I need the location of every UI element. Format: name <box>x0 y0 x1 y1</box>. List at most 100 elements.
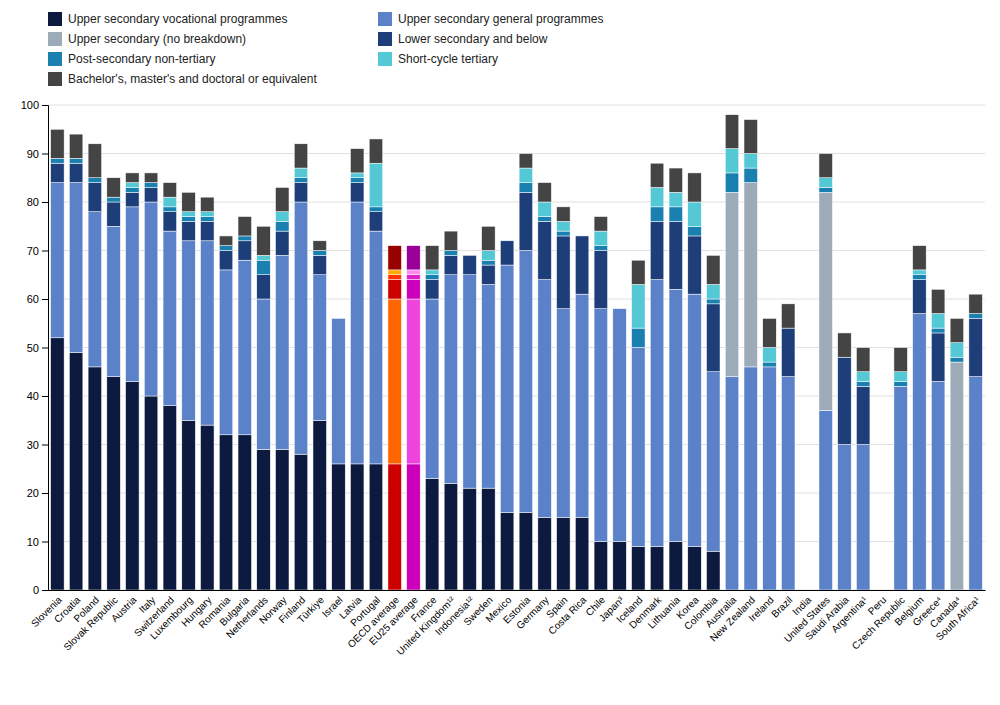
bar-segment <box>276 231 289 255</box>
x-tick: Slovak Republic <box>61 594 119 652</box>
bar-segment <box>276 449 289 590</box>
bar-segment <box>482 226 495 250</box>
bar-segment <box>219 246 232 251</box>
bar-segment <box>388 275 401 280</box>
x-tick-label: Austria <box>109 594 139 624</box>
y-tick: 80 <box>27 196 48 208</box>
bar-segment <box>144 202 157 396</box>
bar-segment <box>669 221 682 289</box>
bar-segment <box>201 221 214 240</box>
bar-segment <box>763 367 776 590</box>
legend-swatch <box>48 32 62 46</box>
bar-segment <box>725 149 738 173</box>
bar-segment <box>163 212 176 231</box>
bar-segment <box>201 212 214 217</box>
bar-segment <box>257 260 270 275</box>
bar-segment <box>763 362 776 367</box>
y-tick-mark <box>42 202 48 203</box>
bar-segment <box>538 517 551 590</box>
bar-segment <box>725 192 738 376</box>
bar-segment <box>482 284 495 488</box>
bar-segment <box>688 294 701 546</box>
bar-segment <box>350 173 363 178</box>
bar-segment <box>931 381 944 590</box>
bar-segment <box>444 251 457 256</box>
bar-segment <box>350 183 363 202</box>
x-tick: South Africa¹ <box>934 594 983 643</box>
bar-segment <box>463 275 476 488</box>
bar-segment <box>669 207 682 222</box>
y-tick-label: 40 <box>27 390 39 402</box>
bar-segment <box>500 240 513 241</box>
bar-segment <box>126 381 139 590</box>
bar-segment <box>969 377 982 590</box>
legend-swatch <box>378 12 392 26</box>
bar-segment <box>613 308 626 309</box>
y-tick-mark <box>42 154 48 155</box>
bar-segment <box>725 377 738 590</box>
bar-segment <box>463 255 476 274</box>
bar-segment <box>126 187 139 192</box>
bar-segment <box>707 372 720 551</box>
bar-segment <box>913 314 926 590</box>
bar-segment <box>313 251 326 256</box>
bar-segment <box>144 183 157 188</box>
bar-segment <box>838 357 851 444</box>
bar-segment <box>407 275 420 280</box>
bar-segment <box>294 202 307 454</box>
bar-segment <box>482 265 495 284</box>
bar-segment <box>800 590 813 591</box>
bar-segment <box>875 590 888 591</box>
series <box>51 115 983 372</box>
bar-segment <box>163 183 176 198</box>
bar-segment <box>276 212 289 222</box>
y-tick: 100 <box>21 99 48 111</box>
x-tick: Costa Rica <box>546 594 589 637</box>
bar-segment <box>688 546 701 590</box>
x-axis-line <box>49 590 986 591</box>
bar-segment <box>594 542 607 591</box>
bar-segment <box>875 590 888 591</box>
bar-segment <box>51 163 64 182</box>
bar-segment <box>69 352 82 590</box>
bar-segment <box>350 202 363 464</box>
bar-segment <box>257 275 270 299</box>
bar-segment <box>688 202 701 226</box>
bar-segment <box>557 231 570 236</box>
bar-segment <box>800 590 813 591</box>
bar-segment <box>950 343 963 358</box>
x-tick: Austria <box>109 594 139 624</box>
y-tick-mark <box>42 445 48 446</box>
bar-segment <box>613 309 626 542</box>
bar-segment <box>669 168 682 192</box>
bar-segment <box>126 183 139 188</box>
bar-segment <box>819 411 832 590</box>
y-tick: 70 <box>27 245 48 257</box>
bar-segment <box>650 207 663 222</box>
bar-segment <box>69 163 82 182</box>
bar-segment <box>51 183 64 338</box>
bar-segment <box>688 226 701 236</box>
bar-segment <box>126 173 139 183</box>
y-tick-mark <box>42 105 48 106</box>
legend-swatch <box>378 32 392 46</box>
bar-segment <box>482 260 495 265</box>
legend-item: Lower secondary and below <box>378 32 548 46</box>
bar-segment <box>969 294 982 313</box>
y-tick-mark <box>42 348 48 349</box>
bar-segment <box>350 149 363 173</box>
bar-segment <box>276 255 289 449</box>
bar-segment <box>856 348 869 372</box>
bar-segment <box>819 154 832 178</box>
bar-segment <box>500 265 513 512</box>
bar-segment <box>707 255 720 284</box>
x-tick-label: South Africa¹ <box>934 594 983 643</box>
bar-segment <box>800 590 813 591</box>
bar-segment <box>500 240 513 241</box>
bar-segment <box>613 542 626 591</box>
bar-segment <box>407 280 420 299</box>
bar-segment <box>276 187 289 211</box>
bar-segment <box>126 192 139 207</box>
bar-segment <box>163 406 176 590</box>
bar-segment <box>575 235 588 236</box>
